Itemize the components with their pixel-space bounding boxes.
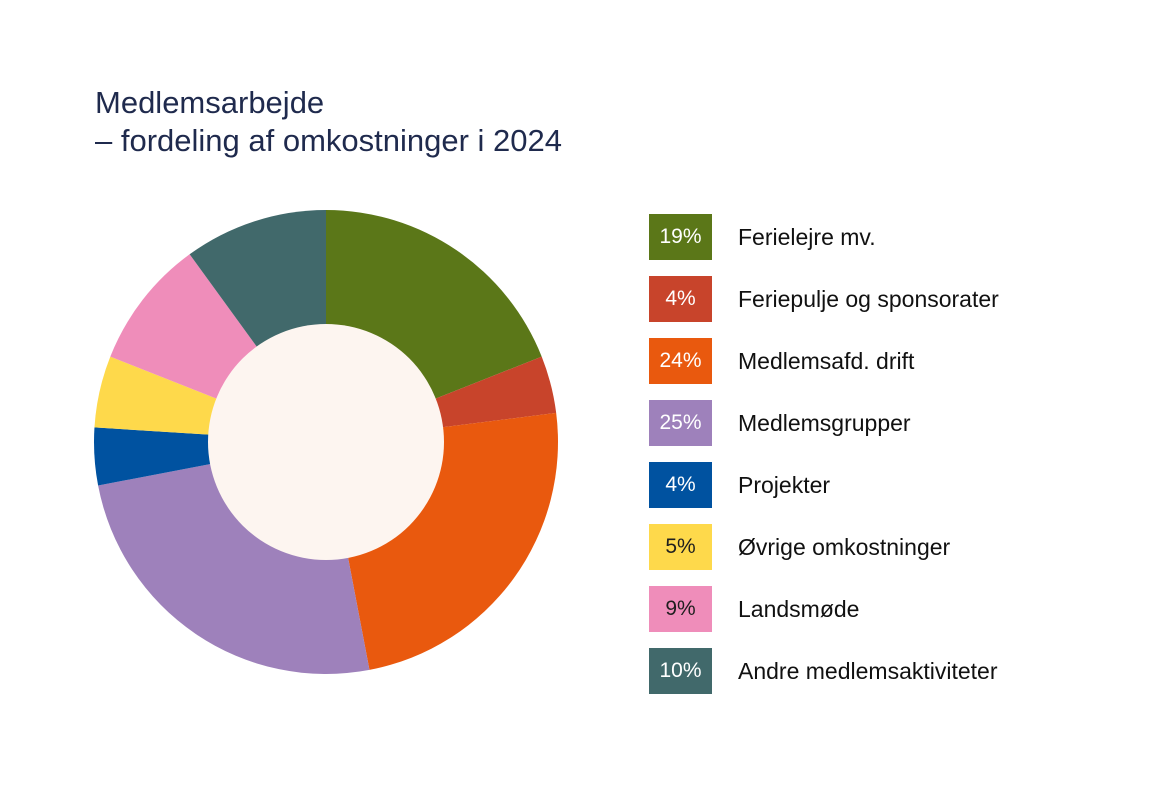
legend-value-swatch: 9% [649, 586, 712, 632]
legend-item: 10% Andre medlemsaktiviteter [649, 648, 1109, 694]
legend-value-swatch: 19% [649, 214, 712, 260]
legend-value-swatch: 10% [649, 648, 712, 694]
chart-title-line-2: – fordeling af omkostninger i 2024 [95, 123, 563, 158]
chart-title: Medlemsarbejde – fordeling af omkostning… [95, 84, 562, 160]
legend-label: Medlemsafd. drift [738, 347, 915, 374]
legend-label: Ferielejre mv. [738, 223, 876, 250]
donut-center-hole [208, 324, 444, 560]
legend-label: Projekter [738, 471, 831, 498]
legend-value-swatch: 24% [649, 338, 712, 384]
legend-value-swatch: 4% [649, 276, 712, 322]
legend-item: 4% Projekter [649, 462, 1109, 508]
legend-item: 24% Medlemsafd. drift [649, 338, 1109, 384]
legend-item: 4% Feriepulje og sponsorater [649, 276, 1109, 322]
legend-item: 9% Landsmøde [649, 586, 1109, 632]
legend-value-swatch: 4% [649, 462, 712, 508]
legend-item: 19% Ferielejre mv. [649, 214, 1109, 260]
legend-label: Øvrige omkostninger [738, 533, 951, 560]
legend-label: Feriepulje og sponsorater [738, 285, 999, 312]
legend-label: Andre medlemsaktiviteter [738, 657, 998, 684]
legend-item: 5% Øvrige omkostninger [649, 524, 1109, 570]
chart-legend: 19% Ferielejre mv. 4% Feriepulje og sponsor… [649, 214, 1109, 710]
legend-value-swatch: 25% [649, 400, 712, 446]
legend-value-swatch: 5% [649, 524, 712, 570]
donut-chart [94, 210, 558, 674]
chart-title-line-1: Medlemsarbejde [95, 85, 325, 120]
legend-label: Medlemsgrupper [738, 409, 911, 436]
legend-item: 25% Medlemsgrupper [649, 400, 1109, 446]
legend-label: Landsmøde [738, 595, 860, 622]
